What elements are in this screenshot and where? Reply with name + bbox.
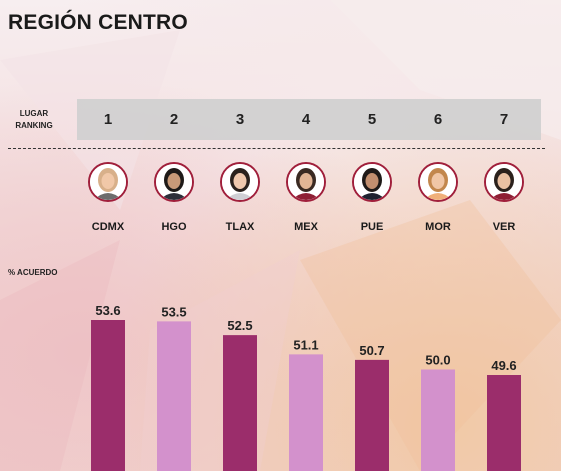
ranking-label-line1: LUGAR <box>19 109 49 118</box>
bar-value-label: 50.0 <box>425 353 450 368</box>
portrait-icon <box>90 164 126 200</box>
y-axis-label: % ACUERDO <box>8 268 58 277</box>
bar-value-label: 53.6 <box>95 303 120 318</box>
portrait-icon <box>222 164 258 200</box>
candidate-avatar <box>88 162 128 202</box>
state-label: MOR <box>425 221 451 233</box>
ranking-label-line2: RANKING <box>15 121 53 130</box>
candidate-avatar <box>352 162 392 202</box>
state-label: HGO <box>161 221 187 233</box>
bar-pue <box>355 359 389 471</box>
portrait-icon <box>288 164 324 200</box>
portrait-icon <box>156 164 192 200</box>
state-label: MEX <box>294 221 318 233</box>
portrait-icon <box>486 164 522 200</box>
candidate-avatar <box>286 162 326 202</box>
ranking-band <box>77 99 541 140</box>
candidate-avatar <box>154 162 194 202</box>
bar-mex <box>289 354 323 471</box>
rank-number: 7 <box>499 111 509 128</box>
dashed-divider <box>8 148 545 149</box>
rank-number: 4 <box>301 111 311 128</box>
candidate-avatar <box>484 162 524 202</box>
bar-cdmx <box>91 320 125 471</box>
state-label: CDMX <box>91 221 125 233</box>
ranking-label: LUGAR RANKING <box>8 108 60 132</box>
bar-ver <box>487 375 521 471</box>
state-label: VER <box>492 221 516 233</box>
rank-number: 2 <box>169 111 179 128</box>
candidate-avatar <box>418 162 458 202</box>
state-label: PUE <box>360 221 384 233</box>
bar-value-label: 53.5 <box>161 304 186 319</box>
bar-value-label: 50.7 <box>359 343 384 358</box>
rank-number: 3 <box>235 111 245 128</box>
bar-value-label: 51.1 <box>293 337 318 352</box>
bar-value-label: 52.5 <box>227 318 252 333</box>
portrait-icon <box>354 164 390 200</box>
bar-mor <box>421 369 455 471</box>
bar-tlax <box>223 335 257 471</box>
bar-hgo <box>157 321 191 471</box>
portrait-icon <box>420 164 456 200</box>
page-title: REGIÓN CENTRO <box>8 11 188 34</box>
candidate-avatar <box>220 162 260 202</box>
rank-number: 1 <box>103 111 113 128</box>
rank-number: 6 <box>433 111 443 128</box>
state-label: TLAX <box>225 221 255 233</box>
rank-number: 5 <box>367 111 377 128</box>
bar-value-label: 49.6 <box>491 358 516 373</box>
